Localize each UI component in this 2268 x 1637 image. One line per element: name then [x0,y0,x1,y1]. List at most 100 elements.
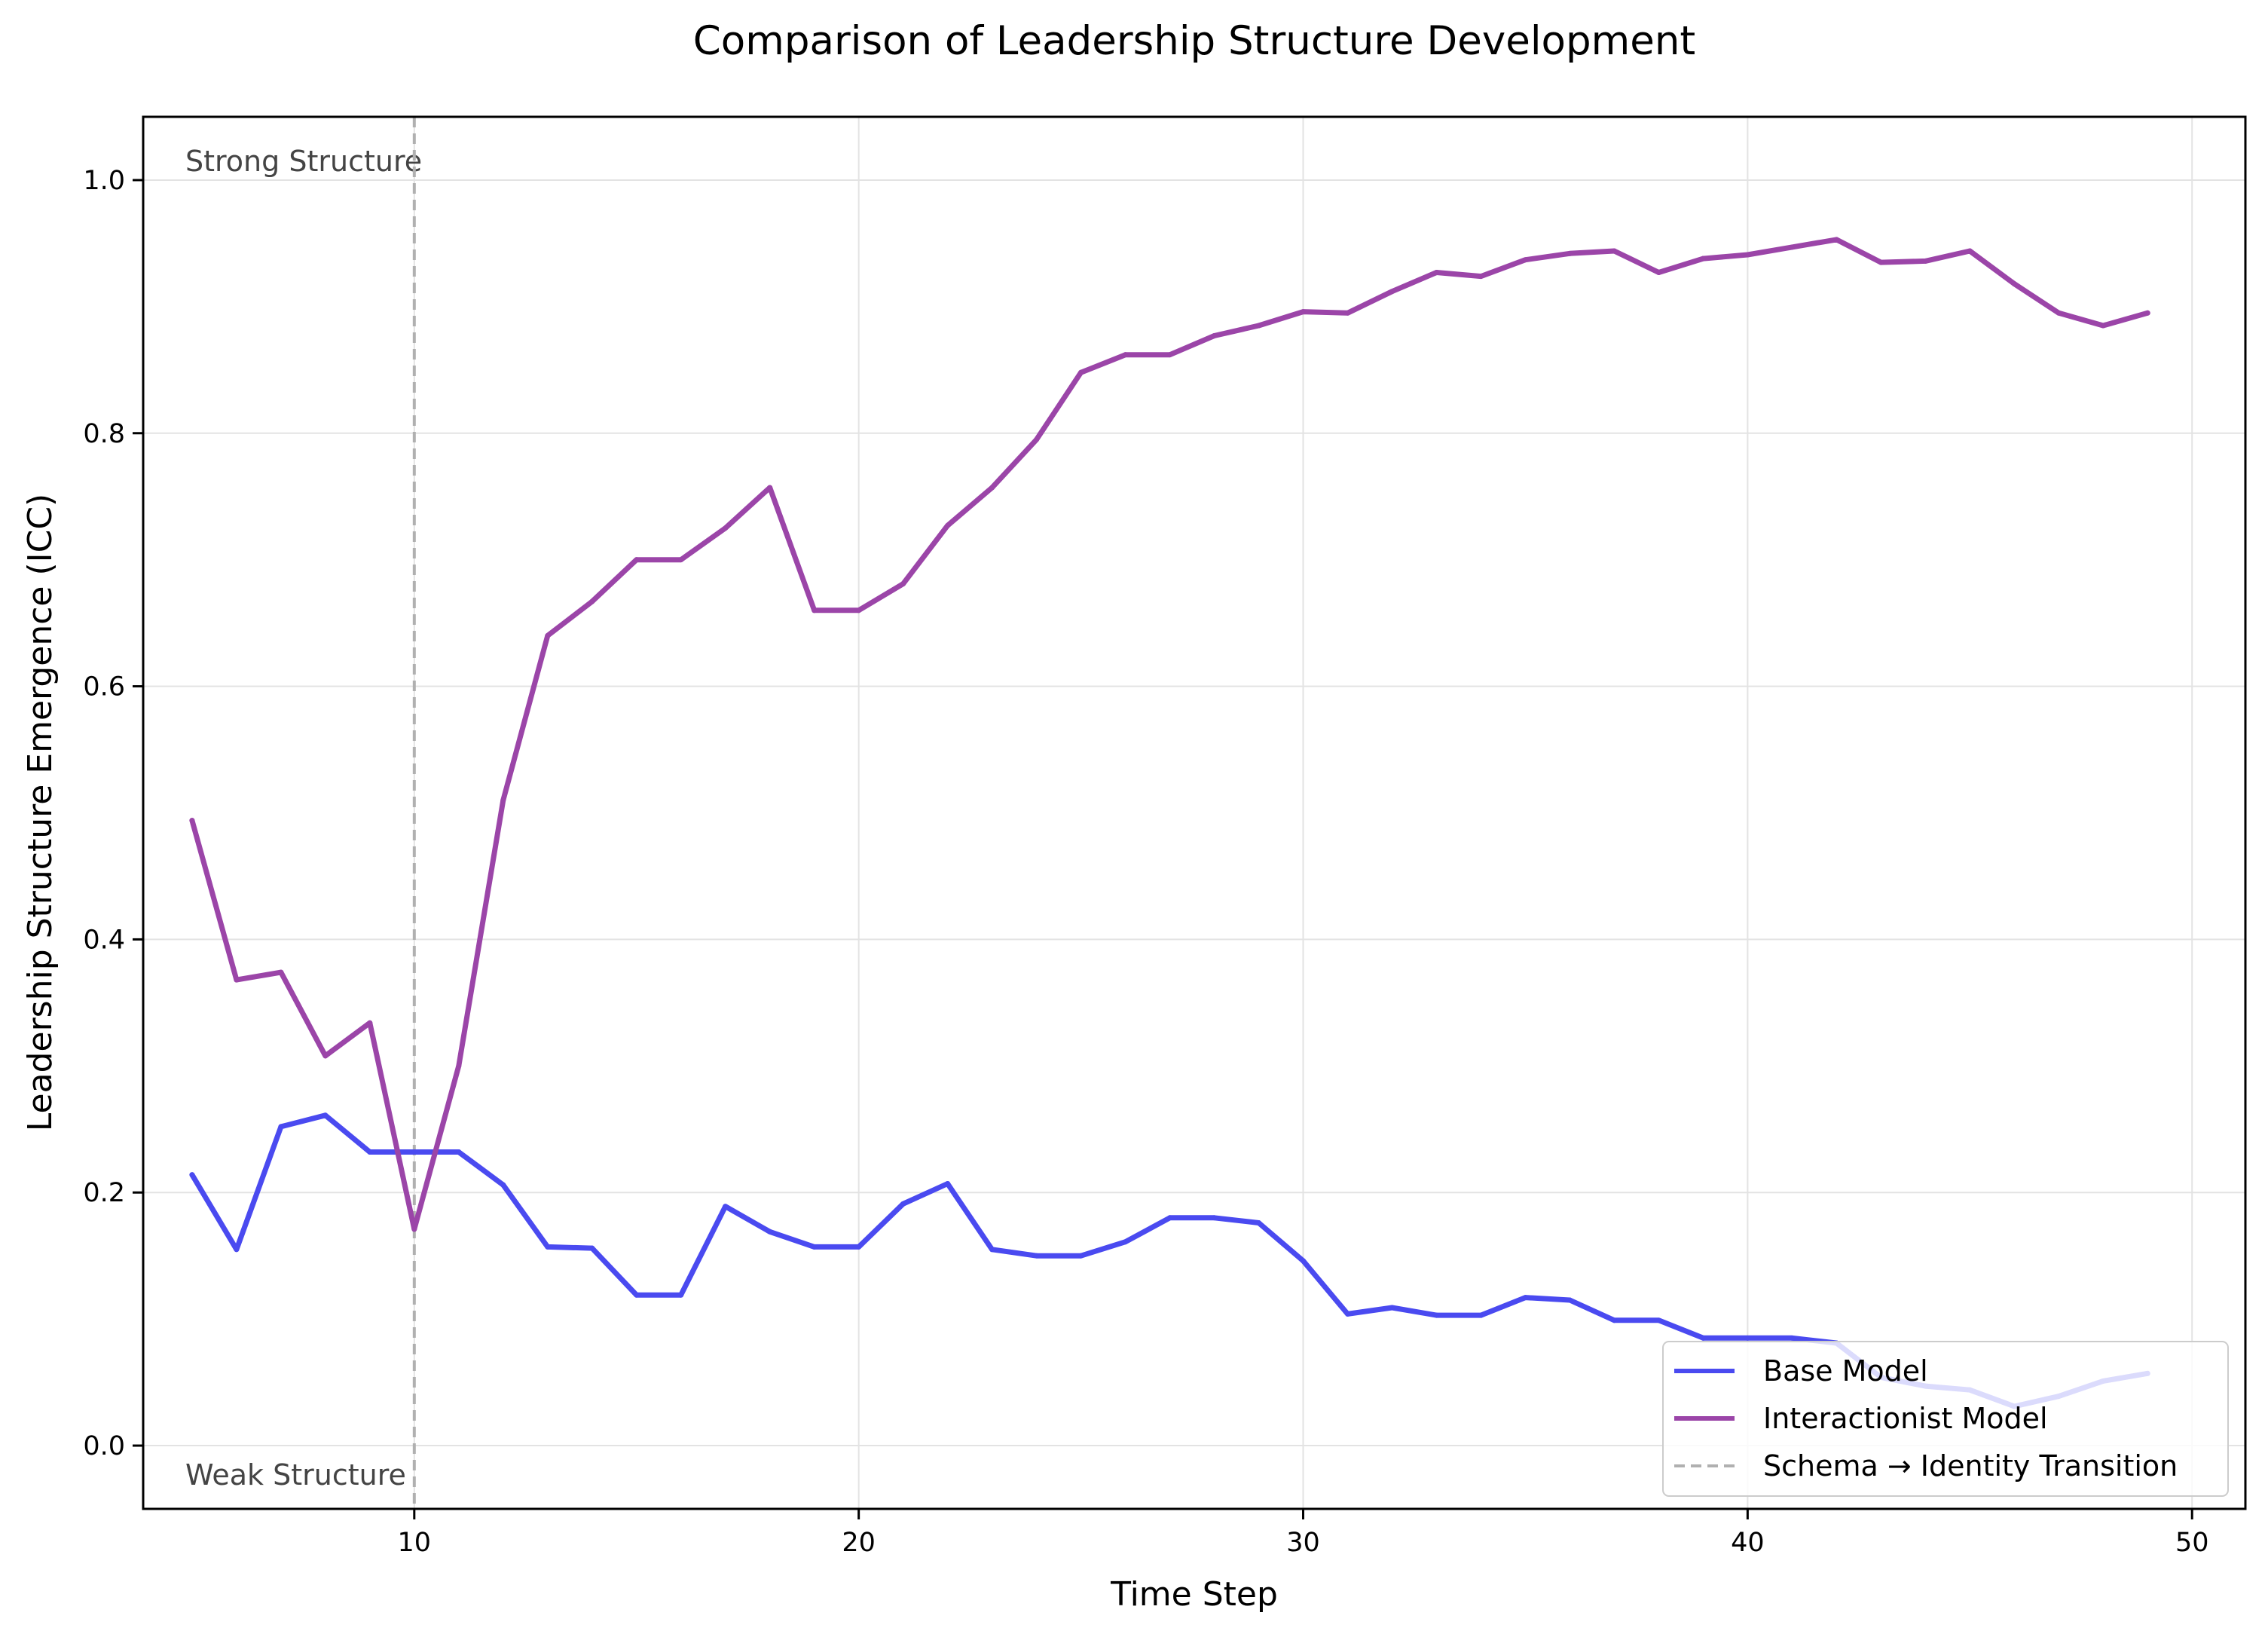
data-point-interactionist-model-11 [456,1063,462,1069]
data-point-base-model-35 [1522,1295,1528,1301]
y-tick-label-0-2: 0.2 [83,1178,125,1208]
data-point-base-model-21 [900,1201,906,1207]
data-point-base-model-24 [1034,1253,1040,1259]
data-point-interactionist-model-41 [1789,244,1795,250]
data-point-base-model-7 [278,1124,284,1130]
data-point-interactionist-model-30 [1301,309,1307,315]
data-point-interactionist-model-6 [234,977,240,983]
data-point-interactionist-model-14 [589,598,595,604]
data-point-base-model-28 [1212,1215,1218,1221]
data-point-base-model-19 [812,1244,818,1250]
data-point-interactionist-model-9 [367,1020,373,1026]
data-point-interactionist-model-21 [900,581,906,587]
data-point-base-model-16 [678,1292,684,1298]
annotation-weak-structure: Weak Structure [185,1458,406,1492]
data-point-interactionist-model-12 [500,797,506,803]
data-point-interactionist-model-25 [1078,369,1084,375]
data-point-interactionist-model-19 [812,607,818,613]
data-point-interactionist-model-17 [723,525,729,531]
data-point-base-model-33 [1433,1312,1439,1318]
legend: Base Model Interactionist Model Schema →… [1662,1341,2229,1497]
data-point-base-model-41 [1789,1335,1795,1341]
data-point-interactionist-model-28 [1212,332,1218,338]
data-point-interactionist-model-49 [2144,310,2150,316]
data-point-interactionist-model-18 [767,485,773,491]
data-point-base-model-8 [322,1112,329,1118]
data-point-base-model-25 [1078,1253,1084,1259]
data-point-base-model-11 [456,1149,462,1155]
data-point-base-model-32 [1389,1305,1395,1311]
data-point-base-model-39 [1700,1335,1706,1341]
data-point-interactionist-model-40 [1744,252,1750,258]
data-point-base-model-27 [1167,1215,1173,1221]
data-point-base-model-5 [189,1172,195,1178]
x-axis-label: Time Step [1110,1575,1278,1614]
data-point-interactionist-model-46 [2011,281,2017,287]
data-point-base-model-10 [411,1149,417,1155]
legend-label-base-model: Base Model [1763,1354,1928,1388]
x-tick-label-20: 20 [842,1528,876,1558]
grid [143,117,2245,1509]
data-point-base-model-13 [545,1244,551,1250]
data-point-base-model-38 [1655,1317,1661,1323]
data-point-base-model-14 [589,1245,595,1251]
data-point-base-model-34 [1478,1312,1484,1318]
data-point-interactionist-model-16 [678,557,684,563]
data-point-base-model-9 [367,1149,373,1155]
x-tick-label-30: 30 [1286,1528,1320,1558]
data-point-interactionist-model-37 [1611,248,1617,254]
y-tick-label-0-8: 0.8 [83,419,125,449]
series-points-interactionist-model [189,237,2150,1232]
data-point-interactionist-model-33 [1433,270,1439,276]
data-point-interactionist-model-39 [1700,255,1706,262]
data-point-interactionist-model-26 [1123,352,1129,358]
y-tick-label-1: 1.0 [83,166,125,196]
data-point-base-model-29 [1256,1220,1262,1226]
data-point-base-model-20 [856,1244,862,1250]
data-point-base-model-12 [500,1182,506,1188]
data-point-interactionist-model-7 [278,969,284,975]
data-point-base-model-36 [1567,1297,1573,1303]
data-point-interactionist-model-10 [411,1226,417,1232]
y-tick-label-0-6: 0.6 [83,672,125,702]
y-tick-label-0-4: 0.4 [83,925,125,955]
data-point-base-model-31 [1344,1311,1350,1317]
data-point-interactionist-model-23 [989,485,995,491]
x-tick-label-50: 50 [2175,1528,2209,1558]
data-point-interactionist-model-42 [1833,237,1839,243]
annotation-strong-structure: Strong Structure [185,145,422,178]
data-point-interactionist-model-5 [189,818,195,824]
data-point-interactionist-model-22 [945,522,951,528]
annotations: Strong Structure Weak Structure [185,145,422,1492]
data-point-interactionist-model-8 [322,1053,329,1059]
data-point-base-model-17 [723,1204,729,1210]
x-tick-label-40: 40 [1731,1528,1765,1558]
data-point-interactionist-model-43 [1878,259,1884,265]
plot-frame [142,115,2247,1510]
data-point-interactionist-model-15 [634,557,640,563]
data-point-interactionist-model-45 [1967,248,1973,254]
data-point-interactionist-model-29 [1256,323,1262,329]
data-point-interactionist-model-36 [1567,250,1573,256]
legend-box [1662,1341,2229,1497]
legend-label-interactionist-model: Interactionist Model [1763,1402,2048,1435]
data-point-base-model-40 [1744,1335,1750,1341]
data-point-interactionist-model-27 [1167,352,1173,358]
legend-label-transition: Schema → Identity Transition [1763,1449,2178,1482]
data-point-base-model-37 [1611,1317,1617,1323]
data-point-interactionist-model-38 [1655,270,1661,276]
data-point-base-model-22 [945,1180,951,1186]
data-point-interactionist-model-48 [2100,323,2106,329]
data-point-interactionist-model-47 [2056,310,2062,316]
data-point-interactionist-model-35 [1522,257,1528,263]
y-axis-ticks: 0.0 0.2 0.4 0.6 0.8 1.0 [83,166,143,1461]
data-point-base-model-30 [1301,1258,1307,1264]
data-point-interactionist-model-13 [545,632,551,638]
x-axis-ticks: 10 20 30 40 50 [398,1509,2209,1558]
data-point-base-model-15 [634,1292,640,1298]
data-point-interactionist-model-20 [856,607,862,613]
x-tick-label-10: 10 [398,1528,432,1558]
data-point-interactionist-model-24 [1034,436,1040,442]
y-tick-label-0: 0.0 [83,1431,125,1461]
